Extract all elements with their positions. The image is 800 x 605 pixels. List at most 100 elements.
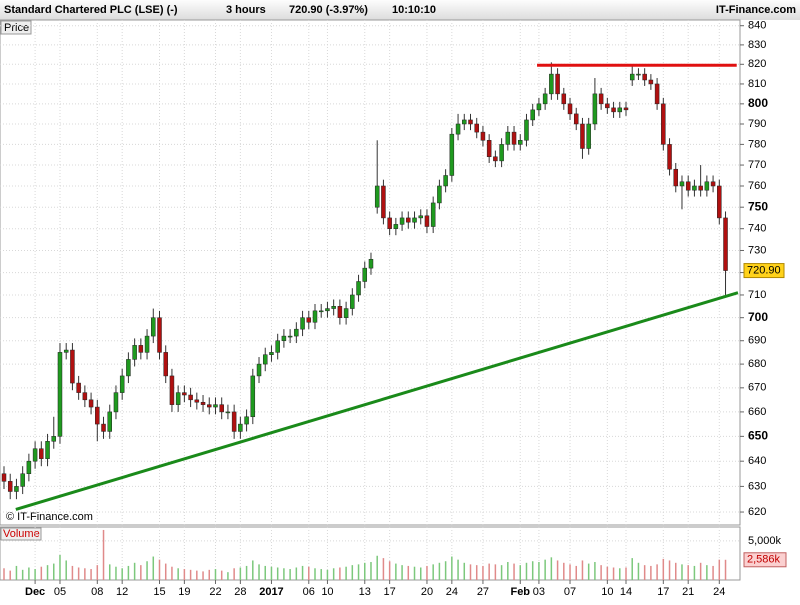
candle-body bbox=[561, 93, 567, 105]
volume-bar bbox=[245, 565, 248, 580]
volume-bar bbox=[724, 559, 727, 580]
volume-bar bbox=[569, 564, 571, 580]
y-tick-label: 790 bbox=[748, 118, 766, 130]
candle-body bbox=[356, 281, 361, 296]
volume-bar bbox=[71, 565, 74, 580]
volume-bar bbox=[525, 562, 528, 580]
candle-body bbox=[430, 202, 436, 227]
volume-bar bbox=[96, 565, 99, 580]
volume-bar bbox=[177, 568, 179, 580]
volume-bar bbox=[121, 568, 123, 580]
candle-body bbox=[592, 93, 598, 125]
volume-bar bbox=[513, 563, 515, 580]
candle-body bbox=[57, 352, 63, 437]
candle-body bbox=[126, 359, 131, 377]
volume-bar bbox=[15, 565, 18, 580]
candle-body bbox=[95, 406, 100, 425]
candle-body bbox=[368, 259, 374, 269]
candle-body bbox=[182, 392, 187, 396]
volume-bar bbox=[152, 556, 155, 580]
header-bar bbox=[0, 0, 800, 20]
volume-bar bbox=[419, 567, 422, 580]
volume-bar bbox=[376, 555, 378, 580]
x-tick-label: 12 bbox=[116, 586, 128, 598]
volume-bar bbox=[158, 559, 161, 580]
volume-bar bbox=[283, 568, 285, 580]
volume-bar bbox=[463, 562, 466, 580]
volume-bar bbox=[146, 561, 148, 580]
volume-bar bbox=[388, 561, 391, 580]
x-tick-label: 07 bbox=[564, 586, 576, 598]
candle-body bbox=[157, 317, 162, 353]
candle-body bbox=[511, 131, 517, 145]
candle-body bbox=[113, 392, 119, 413]
volume-bar bbox=[183, 569, 186, 580]
candle-body bbox=[287, 335, 293, 338]
x-tick-label: 19 bbox=[178, 586, 190, 598]
volume-bar bbox=[650, 565, 652, 580]
x-tick-label: 28 bbox=[234, 586, 246, 598]
candle-body bbox=[406, 217, 411, 223]
candle-body bbox=[76, 382, 81, 393]
volume-bar bbox=[625, 567, 627, 580]
trend-line bbox=[15, 291, 739, 511]
candle-body bbox=[499, 144, 504, 162]
volume-bar bbox=[444, 561, 447, 580]
candle-body bbox=[88, 399, 94, 408]
x-tick-label: 08 bbox=[91, 586, 103, 598]
volume-bar bbox=[619, 568, 621, 580]
candle-body bbox=[524, 119, 529, 141]
candle-body bbox=[654, 83, 660, 105]
candle-body bbox=[667, 144, 672, 170]
volume-bar bbox=[438, 562, 441, 580]
volume-bar bbox=[600, 565, 602, 580]
candle-body bbox=[107, 411, 112, 432]
candle-body bbox=[362, 267, 368, 282]
candle-body bbox=[692, 185, 697, 191]
y-tick-label: 740 bbox=[748, 223, 766, 235]
candle-body bbox=[262, 354, 268, 365]
x-tick-label: 2017 bbox=[259, 586, 283, 598]
volume-bar bbox=[90, 569, 92, 580]
volume-bar bbox=[140, 565, 142, 580]
candle-body bbox=[32, 448, 38, 462]
volume-bar bbox=[407, 565, 410, 580]
volume-bar bbox=[127, 565, 130, 580]
volume-bar bbox=[587, 563, 590, 580]
candle-body bbox=[623, 107, 629, 111]
volume-bar bbox=[84, 568, 86, 580]
candle-body bbox=[636, 73, 641, 76]
x-tick-label: 14 bbox=[620, 586, 632, 598]
volume-bar bbox=[115, 566, 117, 580]
volume-bar bbox=[320, 569, 322, 580]
volume-bar bbox=[544, 559, 546, 580]
volume-bar bbox=[451, 556, 453, 580]
candle-body bbox=[629, 73, 635, 81]
volume-bar bbox=[202, 571, 204, 580]
candle-body bbox=[231, 411, 237, 432]
y-tick-label: 830 bbox=[748, 39, 766, 51]
x-tick-label: 13 bbox=[359, 586, 371, 598]
candle-body bbox=[493, 156, 498, 162]
y-tick-label: 680 bbox=[748, 358, 766, 370]
volume-bar bbox=[706, 565, 708, 580]
volume-bar bbox=[507, 562, 509, 580]
candle-body bbox=[387, 217, 392, 229]
volume-bar bbox=[662, 558, 665, 580]
candle-body bbox=[374, 185, 380, 208]
volume-bar bbox=[326, 569, 329, 580]
candle-body bbox=[605, 103, 610, 109]
candle-body bbox=[200, 401, 206, 405]
y-tick-label: 820 bbox=[748, 58, 766, 70]
volume-bar bbox=[538, 562, 540, 580]
volume-bar bbox=[40, 566, 43, 580]
candle-body bbox=[275, 340, 280, 353]
volume-bar bbox=[401, 565, 403, 580]
candle-body bbox=[642, 73, 647, 81]
candle-body bbox=[424, 215, 430, 227]
volume-bar bbox=[469, 564, 472, 580]
y-tick-label: 770 bbox=[748, 159, 766, 171]
x-tick-label: 06 bbox=[303, 586, 315, 598]
x-tick-label: 24 bbox=[446, 586, 458, 598]
candle-body bbox=[51, 436, 57, 442]
